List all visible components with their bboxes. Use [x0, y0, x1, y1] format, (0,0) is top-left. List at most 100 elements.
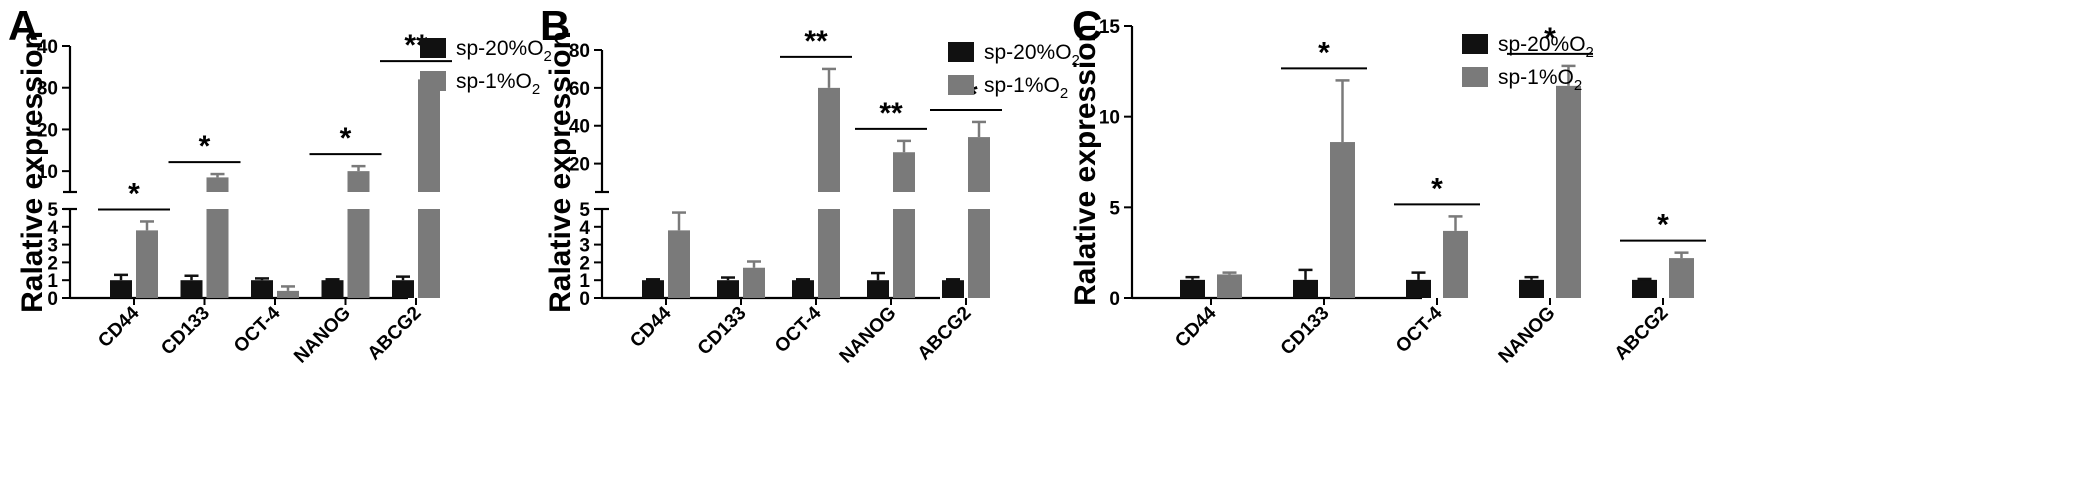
- bar: [1519, 279, 1544, 298]
- x-tick-label: CD133: [694, 303, 751, 360]
- bar: [893, 152, 915, 192]
- y-tick-label: 60: [569, 79, 590, 100]
- legend-label-main: sp-1%O: [1498, 66, 1574, 89]
- x-tick-label: ABCG2: [914, 303, 976, 365]
- bar: [392, 280, 414, 298]
- panel-letter: B: [540, 2, 570, 49]
- legend-label: sp-20%O2: [1498, 33, 1594, 61]
- significance-marker: *: [1544, 22, 1556, 55]
- legend-label-subscript: 2: [1574, 77, 1582, 94]
- y-tick-label: 20: [37, 120, 58, 141]
- bar: [792, 280, 814, 298]
- legend-label-subscript: 2: [1586, 44, 1594, 61]
- legend-label: sp-20%O2: [456, 37, 552, 65]
- legend-label-main: sp-20%O: [1498, 33, 1586, 56]
- bar: [743, 267, 765, 298]
- y-axis-title: Ralative expression: [1069, 24, 1102, 306]
- x-tick-label: OCT-4: [1392, 302, 1447, 357]
- bar: [206, 209, 229, 298]
- legend-swatch: [420, 71, 446, 91]
- x-tick-label: NANOG: [1495, 303, 1560, 368]
- legend-label: sp-1%O2: [984, 74, 1068, 102]
- y-tick-label: 40: [569, 117, 590, 138]
- bar: [1180, 279, 1205, 298]
- legend-swatch: [1462, 34, 1488, 54]
- y-tick-label: 4: [579, 218, 590, 239]
- legend-label-subscript: 2: [544, 48, 552, 65]
- y-tick-label: 30: [37, 79, 58, 100]
- x-tick-label: ABCG2: [364, 303, 426, 365]
- legend-swatch: [948, 42, 974, 62]
- bar: [277, 290, 299, 298]
- significance-marker: *: [1431, 172, 1443, 205]
- legend-label-main: sp-1%O: [456, 70, 532, 93]
- bar: [867, 280, 889, 298]
- bar: [642, 280, 664, 298]
- x-tick-label: CD44: [1171, 302, 1221, 352]
- y-tick-label: 3: [47, 236, 58, 257]
- bar: [1293, 279, 1318, 298]
- bar: [110, 280, 132, 298]
- panel-b: B Ralative expression 01234520406080CD44…: [540, 2, 1080, 368]
- legend-swatch: [420, 38, 446, 58]
- legend-swatch: [1462, 67, 1488, 87]
- bar: [1632, 279, 1657, 298]
- y-tick-label: 2: [579, 253, 590, 274]
- bar: [818, 209, 840, 298]
- y-tick-label: 4: [47, 218, 58, 239]
- x-tick-label: CD133: [157, 303, 214, 360]
- legend-label-subscript: 2: [532, 81, 540, 98]
- bar: [1443, 230, 1468, 298]
- bar: [321, 280, 344, 298]
- y-tick-label: 15: [1099, 17, 1121, 38]
- significance-marker: *: [1318, 36, 1330, 69]
- bar: [1217, 274, 1242, 298]
- bar: [942, 280, 964, 298]
- y-tick-label: 10: [37, 162, 58, 183]
- y-tick-label: 1: [47, 271, 58, 292]
- x-tick-label: OCT-4: [230, 302, 285, 357]
- y-tick-label: 10: [1099, 108, 1120, 129]
- y-axis-title: Ralative expression: [16, 31, 49, 313]
- y-tick-label: 40: [37, 37, 58, 58]
- x-tick-label: CD44: [94, 302, 144, 352]
- bar: [717, 280, 739, 298]
- legend-label-main: sp-20%O: [984, 41, 1072, 64]
- legend-label-subscript: 2: [1072, 52, 1080, 69]
- x-tick-label: CD44: [626, 302, 676, 352]
- legend-label-subscript: 2: [1060, 85, 1068, 102]
- y-tick-label: 5: [1109, 198, 1120, 219]
- significance-marker: *: [199, 130, 211, 163]
- panel-letter: A: [8, 2, 38, 49]
- bar: [1330, 142, 1355, 298]
- y-tick-label: 3: [579, 236, 590, 257]
- bar: [347, 209, 370, 298]
- bar: [136, 230, 158, 298]
- x-tick-label: CD133: [1277, 303, 1334, 360]
- bar: [180, 280, 203, 298]
- x-tick-label: NANOG: [290, 303, 355, 368]
- legend-label-main: sp-1%O: [984, 74, 1060, 97]
- y-tick-label: 1: [579, 271, 590, 292]
- panel-a: A Ralative expression 01234510203040CD44…: [8, 2, 552, 368]
- panel-letter: C: [1072, 2, 1102, 49]
- legend-label-main: sp-20%O: [456, 37, 544, 60]
- legend-label: sp-1%O2: [1498, 66, 1582, 94]
- bar: [818, 87, 840, 192]
- bar: [347, 171, 370, 192]
- bar: [668, 230, 690, 298]
- bar: [1406, 279, 1431, 298]
- legend-label: sp-20%O2: [984, 41, 1080, 69]
- y-axis-title: Ralative expression: [544, 31, 577, 313]
- significance-marker: **: [879, 97, 903, 130]
- y-tick-label: 2: [47, 253, 58, 274]
- significance-marker: **: [804, 25, 828, 58]
- y-tick-label: 5: [579, 200, 590, 221]
- x-tick-label: OCT-4: [771, 302, 826, 357]
- bar: [968, 137, 990, 192]
- bar: [418, 79, 440, 192]
- bar: [893, 209, 915, 298]
- y-tick-label: 5: [47, 200, 58, 221]
- significance-marker: *: [340, 122, 352, 155]
